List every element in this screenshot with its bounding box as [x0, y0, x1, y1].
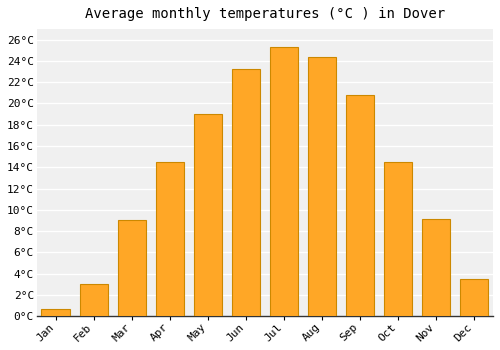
Title: Average monthly temperatures (°C ) in Dover: Average monthly temperatures (°C ) in Do… [85, 7, 445, 21]
Bar [346, 95, 374, 316]
Bar [384, 162, 412, 316]
Bar [156, 162, 184, 316]
Bar [232, 69, 260, 316]
Bar [80, 284, 108, 316]
Bar [308, 57, 336, 316]
Bar [118, 220, 146, 316]
Bar [422, 219, 450, 316]
Bar [460, 279, 488, 316]
Bar [42, 309, 70, 316]
Bar [270, 47, 298, 316]
Bar [194, 114, 222, 316]
